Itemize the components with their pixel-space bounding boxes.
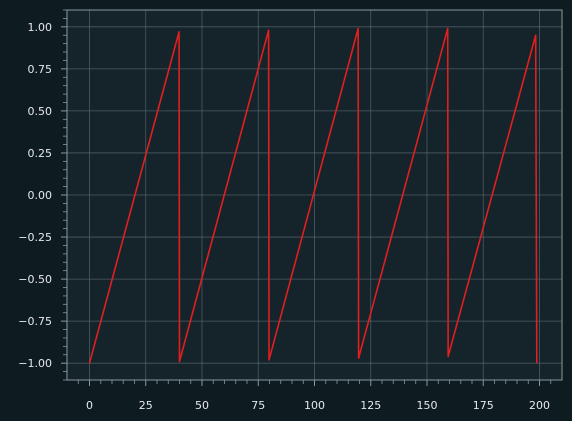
- y-tick-label: −0.50: [18, 273, 52, 286]
- x-tick-label: 200: [529, 399, 550, 412]
- x-tick-label: 150: [417, 399, 438, 412]
- x-tick-label: 25: [139, 399, 153, 412]
- minor-ticks: [63, 9, 552, 384]
- plot-frame: [66, 9, 563, 381]
- x-tick-label: 50: [195, 399, 209, 412]
- y-tick-label: 0.00: [28, 189, 53, 202]
- x-tick-label: 75: [251, 399, 265, 412]
- y-tick-label: 1.00: [28, 21, 53, 34]
- x-tick-label: 0: [86, 399, 93, 412]
- major-ticks: [61, 26, 540, 386]
- x-tick-label: 100: [304, 399, 325, 412]
- x-tick-label: 125: [360, 399, 381, 412]
- y-tick-label: 0.75: [28, 63, 53, 76]
- series-line: [88, 27, 538, 364]
- y-tick-label: 0.50: [28, 105, 53, 118]
- grid: [67, 10, 562, 380]
- y-tick-label: −1.00: [18, 357, 52, 370]
- x-tick-label: 175: [473, 399, 494, 412]
- y-tick-label: −0.75: [18, 315, 52, 328]
- y-tick-label: −0.25: [18, 231, 52, 244]
- y-tick-label: 0.25: [28, 147, 53, 160]
- y-tick-labels: −1.00 −0.75 −0.50 −0.25 0.00 0.25 0.50 0.75 1.00: [18, 21, 52, 370]
- series-layer: [88, 27, 538, 364]
- x-tick-labels: 0 25 50 75 100 125 150 175 200: [86, 399, 550, 412]
